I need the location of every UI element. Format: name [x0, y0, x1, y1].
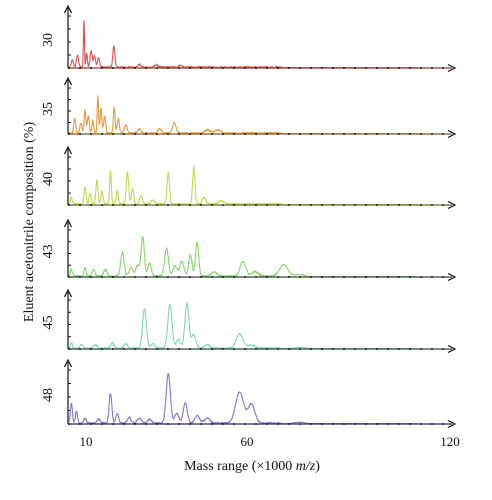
- panel-label-30: 30: [41, 33, 56, 47]
- x-tick-label-60: 60: [241, 434, 254, 449]
- x-tick-label-10: 10: [80, 434, 93, 449]
- spectrum-trace-30: [68, 20, 419, 69]
- spectrum-panel-30: 30: [41, 4, 457, 73]
- y-axis-arrow-35: [63, 76, 73, 86]
- chart-panels: 30 35 40 43 45 48: [41, 4, 457, 429]
- y-axis-arrow-30: [63, 4, 73, 14]
- panel-label-40: 40: [41, 172, 56, 186]
- y-axis-title: Eluent acetonitrile composition (%): [22, 122, 37, 323]
- spectrum-panel-35: 35: [41, 76, 457, 139]
- spectrum-panel-40: 40: [41, 145, 457, 210]
- x-tick-label-120: 120: [440, 434, 460, 449]
- spectrum-trace-48: [68, 372, 418, 425]
- spectrum-trace-45: [68, 302, 418, 350]
- x-axis-title: Mass range (×1000 m/z): [184, 459, 320, 474]
- spectrum-trace-35: [68, 95, 418, 135]
- panel-label-43: 43: [41, 245, 56, 259]
- x-axis-arrow-48: [447, 419, 457, 429]
- x-axis-arrow-40: [447, 200, 457, 210]
- spectrum-trace-43: [68, 236, 418, 278]
- x-axis: 10 60 120: [80, 434, 460, 449]
- spectrum-panel-43: 43: [41, 218, 457, 282]
- x-axis-arrow-35: [447, 129, 457, 139]
- x-axis-arrow-30: [447, 63, 457, 73]
- panel-label-45: 45: [41, 316, 56, 330]
- y-axis-arrow-43: [63, 218, 73, 228]
- spectrum-trace-40: [68, 165, 418, 206]
- x-axis-title-suffix: ): [315, 459, 320, 474]
- y-axis-arrow-40: [63, 145, 73, 155]
- x-axis-title-prefix: Mass range (×1000: [184, 459, 296, 474]
- y-axis-arrow-45: [63, 288, 73, 298]
- x-axis-arrow-43: [447, 272, 457, 282]
- x-axis-title-unit: m/z: [296, 459, 316, 474]
- y-axis-arrow-48: [63, 358, 73, 368]
- spectrum-panel-45: 45: [41, 288, 457, 354]
- x-axis-arrow-45: [447, 344, 457, 354]
- spectrum-panel-48: 48: [41, 358, 457, 429]
- panel-label-35: 35: [41, 102, 56, 116]
- panel-label-48: 48: [41, 388, 56, 402]
